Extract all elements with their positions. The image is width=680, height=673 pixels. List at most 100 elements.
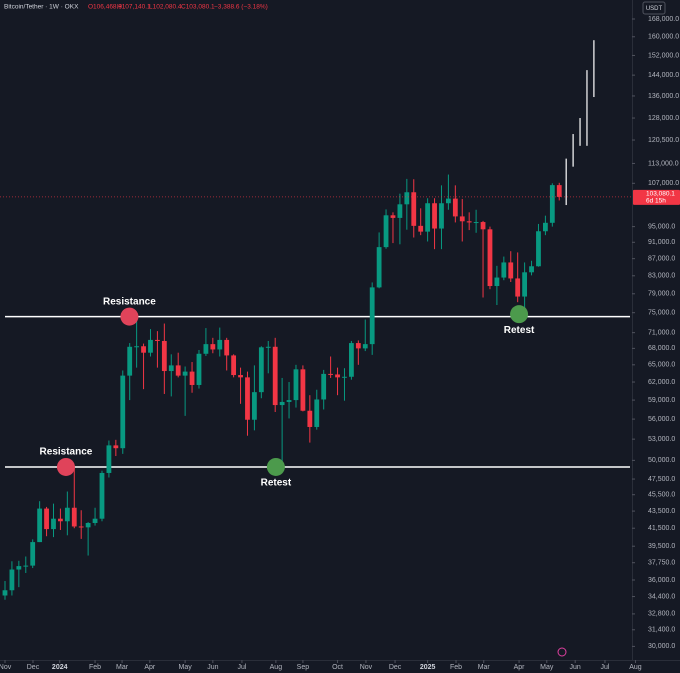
candle-body [265, 346, 271, 348]
candle-body [113, 445, 119, 449]
candle-body [549, 185, 555, 223]
x-tick-label: Mar [116, 664, 129, 671]
y-tick-label: 71,000.0 [648, 330, 675, 337]
y-tick-label: 50,000.0 [648, 457, 675, 464]
y-tick-label: 45,500.0 [648, 492, 675, 499]
x-tick-label: Apr [514, 664, 526, 671]
ohlc-close: C103,080.1 [181, 4, 215, 11]
candle-body [328, 373, 334, 375]
y-tick-label: 152,000.0 [648, 52, 679, 59]
candle-body [161, 340, 167, 372]
candle-body [210, 344, 216, 350]
y-tick-label: 95,000.0 [648, 223, 675, 230]
x-tick-label: May [540, 664, 554, 671]
candle-body [349, 343, 354, 377]
candle-body [473, 222, 479, 224]
candle-body [155, 339, 160, 341]
candle-body [203, 344, 209, 354]
icon [557, 647, 567, 657]
candle-body [238, 375, 243, 378]
candle-body [515, 278, 521, 297]
candle-body [58, 518, 63, 522]
unit: USDT [646, 6, 663, 12]
candle-body [383, 215, 389, 248]
y-tick-label: 43,500.0 [648, 508, 675, 515]
candle-body [279, 401, 285, 406]
candle-body [542, 222, 548, 232]
candle-body [16, 566, 22, 570]
y-tick-label: 32,800.0 [648, 611, 675, 618]
candle-body [30, 542, 36, 566]
candle-body [411, 192, 417, 226]
y-tick-label: 37,750.0 [648, 560, 675, 567]
candle-body [286, 400, 292, 402]
y-tick-label: 83,000.0 [648, 273, 675, 280]
candle-body [300, 369, 306, 411]
candle-body [314, 399, 320, 427]
y-tick-label: 53,000.0 [648, 436, 675, 443]
x-tick-label: Apr [144, 664, 156, 671]
y-tick-label: 136,000.0 [648, 93, 679, 100]
x-tick-label: Aug [629, 664, 642, 671]
candle-body [425, 203, 431, 232]
y-tick-label: 31,400.0 [648, 627, 675, 634]
y-tick-label: 30,000.0 [648, 643, 675, 650]
x-tick-label: 2024 [52, 664, 68, 671]
x-tick-label: Mar [478, 664, 491, 671]
y-tick-label: 59,000.0 [648, 397, 675, 404]
candle-body [134, 346, 140, 348]
candle-body [487, 229, 493, 287]
candle-body [445, 198, 451, 204]
y-tick-label: 56,000.0 [648, 416, 675, 423]
y-tick-label: 36,000.0 [648, 577, 675, 584]
candle-body [522, 272, 528, 297]
y-tick-label: 79,000.0 [648, 291, 675, 298]
candle-body [189, 371, 195, 385]
candle-body [258, 347, 264, 393]
candle-body [418, 225, 424, 232]
x-tick-label: Jun [570, 664, 581, 671]
candle-body [71, 507, 77, 527]
y-tick-label: 39,500.0 [648, 543, 675, 550]
ohlc-open: O106,468.9 [88, 4, 122, 11]
candle-body [501, 262, 507, 278]
candle-body [293, 369, 299, 401]
candle-body [85, 522, 91, 528]
last-price-box [633, 189, 680, 205]
y-tick-label: 91,000.0 [648, 239, 675, 246]
candle-body [182, 371, 188, 376]
annotation-marker [510, 305, 529, 324]
candle-body [362, 344, 368, 349]
candle-body [64, 507, 70, 522]
y-tick-label: 120,500.0 [648, 137, 679, 144]
x-tick-label: Oct [332, 664, 343, 671]
y-tick-label: 75,000.0 [648, 310, 675, 317]
y-tick-label: 160,000.0 [648, 34, 679, 41]
candle-body [9, 569, 15, 591]
ohlc-low: L102,080.4 [149, 4, 182, 11]
annotation-label: Resistance [40, 447, 93, 458]
x-tick-label: May [179, 664, 193, 671]
x-tick-label: Dec [389, 664, 402, 671]
annotation-marker [120, 307, 139, 326]
candle-body [390, 215, 396, 218]
x-tick-label: Jul [237, 664, 246, 671]
y-tick-label: 62,000.0 [648, 379, 675, 386]
candle-body [369, 287, 375, 345]
candle-body [452, 198, 458, 217]
candle-body [556, 185, 562, 197]
candle-body [127, 346, 133, 376]
last-price-label: 103,080.1 [646, 191, 675, 198]
candle-body [321, 373, 327, 400]
y-tick-label: 128,000.0 [648, 115, 679, 122]
candle-body [2, 590, 8, 596]
y-tick-label: 68,000.0 [648, 345, 675, 352]
y-tick-label: 34,400.0 [648, 593, 675, 600]
candle-body [92, 518, 98, 523]
countdown: 6d 15h [646, 198, 666, 205]
candle-body [480, 222, 486, 230]
candle-body [536, 231, 541, 267]
candle-body [529, 266, 534, 273]
